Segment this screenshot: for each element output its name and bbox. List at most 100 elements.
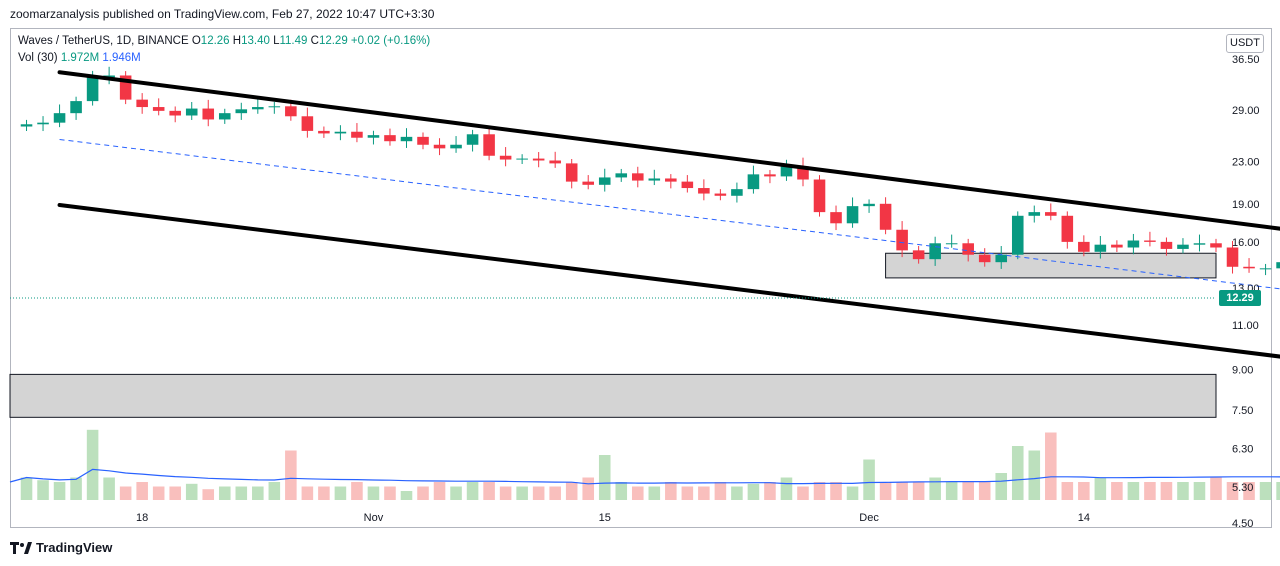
legend-high: 13.40	[241, 35, 270, 47]
candle[interactable]	[780, 166, 793, 177]
candle[interactable]	[698, 188, 710, 194]
candle[interactable]	[1011, 215, 1024, 255]
candle[interactable]	[417, 136, 429, 145]
candle[interactable]	[136, 99, 148, 108]
candle[interactable]	[433, 144, 446, 149]
trendline[interactable]	[57, 202, 1280, 523]
candle[interactable]	[1045, 212, 1057, 216]
candle[interactable]	[318, 130, 330, 134]
tradingview-logo-icon	[10, 541, 32, 554]
candle[interactable]	[334, 131, 347, 134]
candle[interactable]	[879, 203, 892, 230]
candle[interactable]	[582, 181, 595, 185]
candle[interactable]	[1094, 244, 1107, 252]
legend-low-label: L	[273, 35, 280, 47]
candle[interactable]	[367, 135, 380, 138]
candle[interactable]	[516, 158, 528, 160]
candle[interactable]	[978, 254, 991, 263]
candle[interactable]	[532, 158, 545, 161]
candle[interactable]	[1078, 241, 1090, 252]
candle[interactable]	[813, 179, 826, 213]
volume-bar	[747, 483, 760, 500]
dashed-midline[interactable]	[59, 138, 1280, 463]
candle[interactable]	[268, 106, 281, 108]
candle[interactable]	[37, 122, 49, 125]
candle[interactable]	[1177, 244, 1189, 249]
candle[interactable]	[995, 254, 1008, 263]
candle[interactable]	[384, 135, 396, 142]
volume-bar	[367, 486, 380, 500]
candle[interactable]	[169, 110, 181, 116]
candle[interactable]	[598, 177, 611, 185]
candle[interactable]	[53, 113, 66, 123]
candle[interactable]	[185, 108, 198, 116]
volume-bar	[1127, 482, 1140, 500]
candle[interactable]	[351, 131, 363, 138]
candle[interactable]	[945, 243, 958, 245]
candle[interactable]	[483, 134, 495, 156]
candle[interactable]	[466, 134, 479, 145]
candle[interactable]	[1061, 215, 1074, 242]
volume-bar	[1193, 482, 1206, 500]
candle[interactable]	[665, 178, 677, 182]
trendline[interactable]	[57, 70, 1280, 407]
candle[interactable]	[549, 160, 561, 164]
candle[interactable]	[912, 250, 925, 260]
candle[interactable]	[119, 75, 132, 100]
candle[interactable]	[285, 106, 297, 117]
candle[interactable]	[846, 206, 859, 224]
candle[interactable]	[1259, 268, 1272, 270]
candle[interactable]	[1160, 241, 1173, 249]
candle[interactable]	[631, 173, 644, 181]
candle[interactable]	[1144, 240, 1156, 242]
candle[interactable]	[565, 163, 578, 182]
legend-vol-label: Vol (30)	[18, 52, 58, 64]
candle[interactable]	[648, 178, 661, 181]
volume-bar	[1045, 432, 1057, 500]
currency-button[interactable]: USDT	[1226, 34, 1264, 53]
candle[interactable]	[1276, 262, 1280, 269]
zone-2[interactable]	[9, 373, 1217, 418]
candle[interactable]	[1226, 247, 1239, 267]
candle[interactable]	[714, 193, 727, 196]
candle[interactable]	[103, 75, 115, 78]
candle[interactable]	[1243, 266, 1255, 269]
candle[interactable]	[450, 144, 462, 149]
candle[interactable]	[252, 107, 264, 110]
candle[interactable]	[218, 113, 231, 120]
candle[interactable]	[615, 173, 628, 178]
candle[interactable]	[400, 136, 413, 142]
candle[interactable]	[681, 181, 694, 189]
candle[interactable]	[797, 166, 809, 180]
candle[interactable]	[962, 243, 974, 255]
volume-bar	[202, 489, 215, 500]
candle[interactable]	[86, 77, 99, 102]
candle[interactable]	[1210, 243, 1222, 248]
candle[interactable]	[202, 108, 215, 120]
volume-bar	[433, 482, 446, 500]
candle[interactable]	[1028, 212, 1041, 216]
candle[interactable]	[235, 109, 248, 114]
candle[interactable]	[1127, 240, 1140, 248]
candle[interactable]	[830, 212, 842, 224]
candle[interactable]	[301, 116, 314, 131]
candle[interactable]	[896, 229, 908, 251]
candle[interactable]	[764, 174, 776, 177]
candle[interactable]	[1111, 244, 1123, 248]
candle[interactable]	[863, 203, 875, 207]
candle[interactable]	[1193, 243, 1206, 245]
candle[interactable]	[731, 189, 743, 196]
candle[interactable]	[20, 124, 33, 127]
volume-bar	[466, 482, 479, 500]
volume-bar	[1177, 482, 1189, 500]
candle[interactable]	[70, 101, 82, 114]
tradingview-footer[interactable]: TradingView	[10, 540, 112, 555]
candle[interactable]	[499, 155, 512, 160]
legend-vol-ma: 1.946M	[102, 52, 141, 64]
candle[interactable]	[152, 107, 165, 111]
candle[interactable]	[747, 174, 760, 190]
volume-bar	[1061, 482, 1074, 500]
volume-bar	[483, 482, 495, 500]
candle[interactable]	[929, 243, 941, 260]
